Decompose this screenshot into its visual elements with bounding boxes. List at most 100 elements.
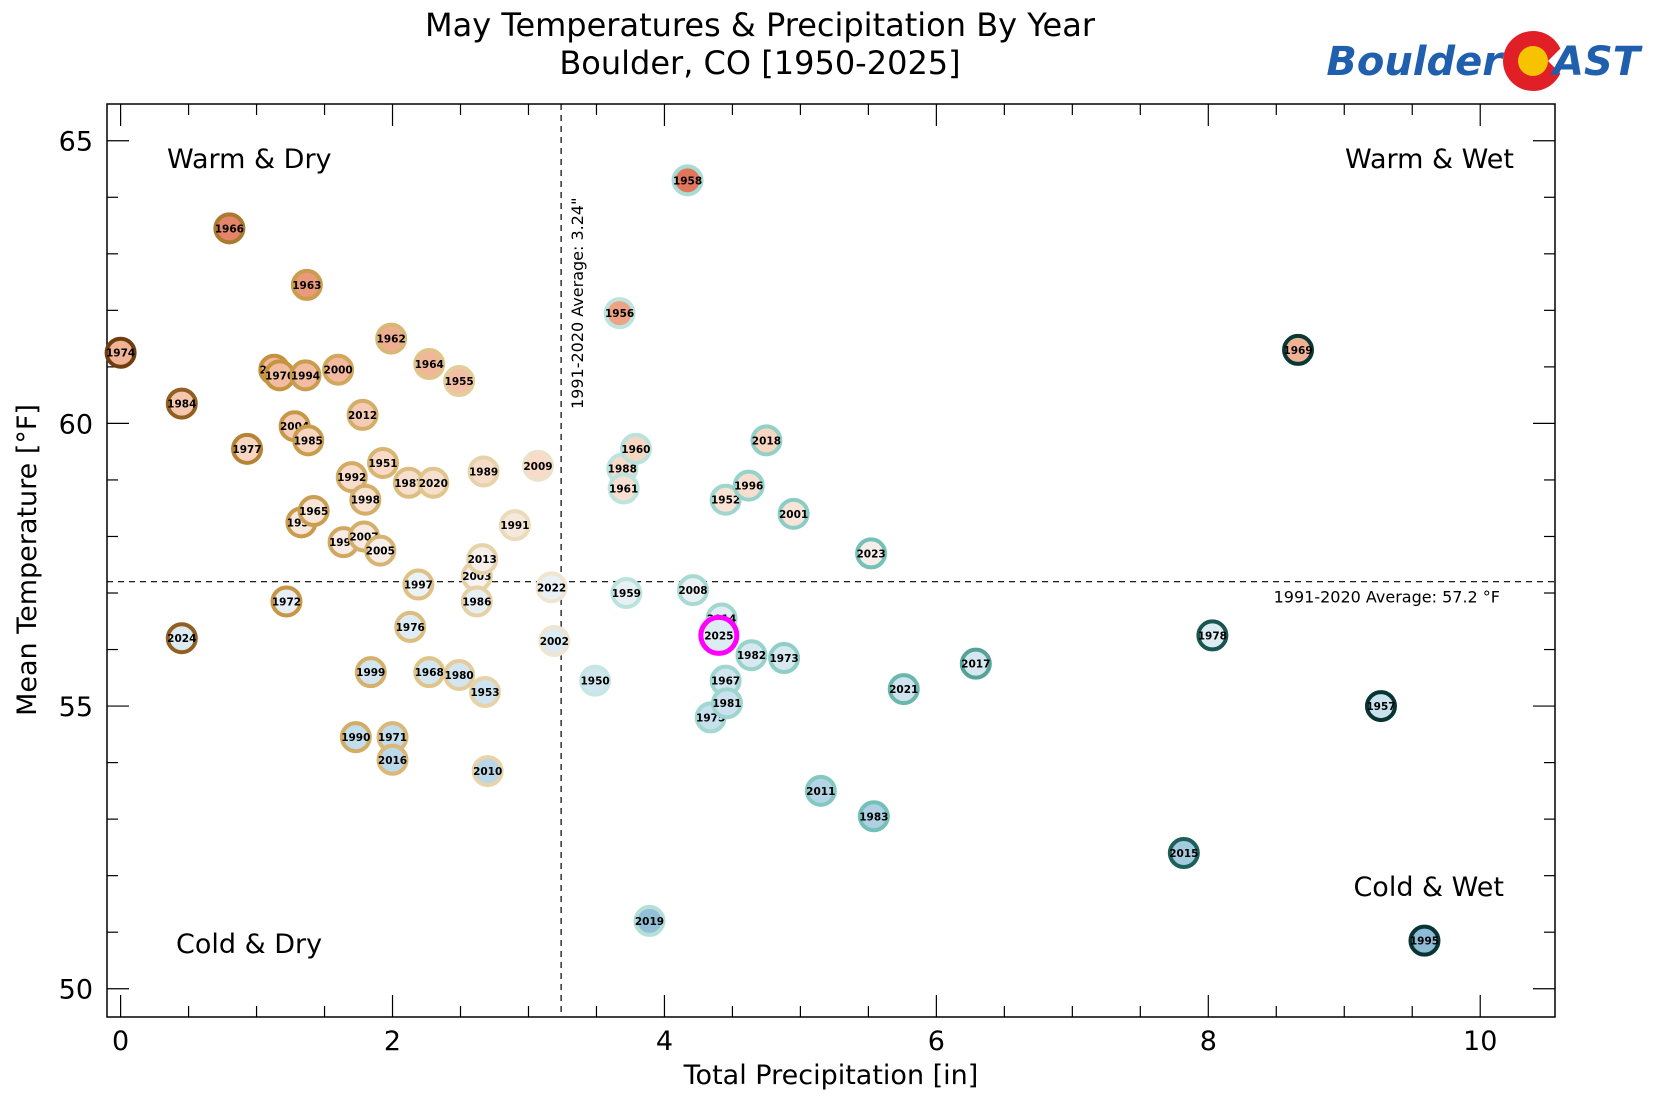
point-year-label: 1997 [404,580,433,592]
point-year-label: 2018 [752,435,781,447]
quadrant-warm-dry: Warm & Dry [167,144,332,175]
point-year-label: 1970 [265,370,294,382]
point-marker [443,658,476,691]
point-year-label: 2016 [378,755,407,767]
point-year-label: 1986 [462,596,491,608]
point-marker [364,534,397,567]
point-year-label: 2022 [537,582,566,594]
data-point-1956: 1956 [603,297,636,330]
data-point-1994: 1994 [289,359,322,392]
y-tick-label: 65 [59,127,93,158]
point-marker [698,614,740,656]
point-marker [339,721,372,754]
point-year-label: 1950 [580,676,609,688]
point-year-label: 1987 [394,478,423,490]
chart-subtitle: Boulder, CO [1950-2025] [559,44,960,82]
logo-text-right: AST [1550,39,1643,85]
logo-c-notch [1548,34,1575,88]
point-year-label: 1971 [378,732,407,744]
data-point-1961: 1961 [607,472,640,505]
data-point-1960: 1960 [619,432,652,465]
point-year-label: 1995 [1410,936,1439,948]
data-point-1953: 1953 [468,675,501,708]
point-marker [394,610,427,643]
logo-c-inner [1518,46,1548,76]
point-year-label: 1951 [368,458,397,470]
point-marker [376,743,409,776]
point-year-label: 2002 [540,636,569,648]
data-point-2002: 2002 [538,625,571,658]
point-marker [732,469,765,502]
point-year-label: 2021 [889,684,918,696]
data-point-2000: 2000 [322,353,355,386]
point-marker [777,497,810,530]
x-tick-label: 2 [384,1026,401,1057]
quadrant-cold-wet: Cold & Wet [1353,872,1504,903]
data-point-1957: 1957 [1364,690,1397,723]
point-marker [417,466,450,499]
point-marker [633,904,666,937]
point-marker [671,164,704,197]
point-year-label: 1964 [415,359,444,371]
point-marker [354,656,387,689]
plot-frame [106,103,1556,1018]
point-year-label: 1957 [1366,701,1395,713]
point-year-label: 2001 [779,509,808,521]
point-marker [335,461,368,494]
point-marker [610,577,643,610]
x-tick-label: 4 [656,1026,673,1057]
point-year-label: 2020 [419,478,448,490]
point-marker [676,574,709,607]
point-marker [887,673,920,706]
data-point-2013: 2013 [466,543,499,576]
data-point-1991: 1991 [498,509,531,542]
point-marker [535,571,568,604]
data-point-1995: 1995 [1408,924,1441,957]
y-tick-label: 50 [59,975,93,1006]
point-marker [346,398,379,431]
data-point-1982: 1982 [735,639,768,672]
point-year-label: 2015 [1169,848,1198,860]
point-year-label: 1996 [734,481,763,493]
data-point-2008: 2008 [676,574,709,607]
point-year-label: 1976 [396,622,425,634]
data-point-2024: 2024 [165,622,198,655]
data-point-1997: 1997 [402,568,435,601]
data-point-1999: 1999 [354,656,387,689]
point-year-label: 2010 [473,766,502,778]
point-year-label: 2024 [167,633,196,645]
y-axis-title: Mean Temperature [°F] [12,404,43,716]
data-point-2009: 2009 [522,449,555,482]
point-marker [1282,333,1315,366]
point-year-label: 1955 [445,376,474,388]
point-year-label: 1962 [377,334,406,346]
point-year-label: 1960 [621,444,650,456]
quadrant-warm-wet: Warm & Wet [1345,144,1514,175]
point-year-label: 1968 [415,667,444,679]
point-year-label: 1999 [356,667,385,679]
data-point-1955: 1955 [443,365,476,398]
point-year-label: 1974 [106,348,135,360]
data-point-1968: 1968 [413,656,446,689]
point-year-label: 1991 [500,520,529,532]
data-point-2019: 2019 [633,904,666,937]
point-year-label: 1989 [469,466,498,478]
x-tick-label: 6 [928,1026,945,1057]
point-marker [104,336,137,369]
data-point-1959: 1959 [610,577,643,610]
point-year-label: 1972 [272,596,301,608]
data-point-2021: 2021 [887,673,920,706]
data-point-2020: 2020 [417,466,450,499]
point-marker [959,647,992,680]
data-point-1983: 1983 [857,800,890,833]
point-year-label: 1953 [470,687,499,699]
data-point-2015: 2015 [1167,837,1200,870]
point-marker [213,212,246,245]
point-marker [603,297,636,330]
point-marker [857,800,890,833]
point-marker [1364,690,1397,723]
point-marker [231,432,264,465]
data-point-1996: 1996 [732,469,765,502]
data-point-1976: 1976 [394,610,427,643]
